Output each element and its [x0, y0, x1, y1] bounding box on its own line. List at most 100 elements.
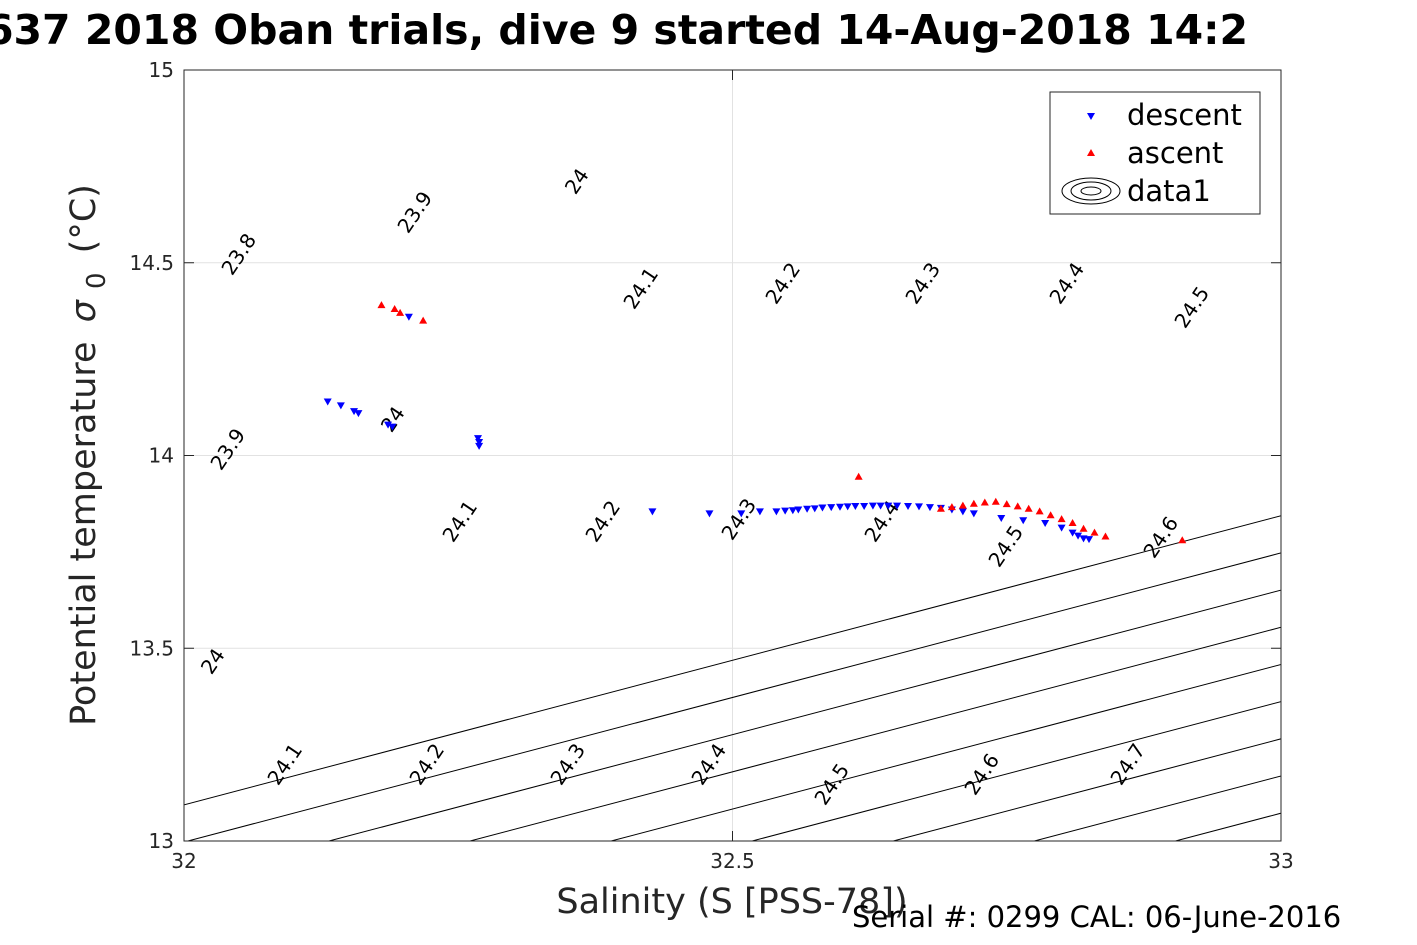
- ascent-point: [936, 504, 945, 512]
- ascent-point: [396, 308, 405, 316]
- density-contour-line: [469, 626, 1281, 841]
- descent-point: [827, 504, 836, 512]
- ascent-point: [1046, 511, 1055, 519]
- legend-box: [1049, 91, 1261, 215]
- descent-point: [648, 508, 657, 516]
- descent-point: [958, 508, 967, 516]
- descent-point: [810, 505, 819, 513]
- x-axis-ticks: 32 32.5 33: [171, 70, 1294, 873]
- descent-point: [1041, 519, 1050, 527]
- descent-point: [388, 423, 397, 431]
- descent-point: [1068, 529, 1077, 537]
- descent-point: [323, 398, 332, 406]
- ascent-point: [1002, 500, 1011, 508]
- descent-point: [354, 410, 363, 418]
- descent-point: [737, 510, 746, 518]
- descent-point: [475, 442, 484, 450]
- ascent-point: [980, 498, 989, 506]
- x-tick-label: 32: [171, 849, 196, 873]
- descent-point: [705, 510, 714, 518]
- descent-point: [884, 502, 893, 510]
- ascent-point: [1024, 504, 1033, 512]
- ascent-point: [377, 301, 386, 309]
- ascent-point: [969, 499, 978, 507]
- y-tick-label: 13.5: [129, 636, 174, 660]
- descent-point: [914, 503, 923, 511]
- ascent-point: [854, 472, 863, 480]
- descent-point: [384, 421, 393, 429]
- x-tick-label: 33: [1268, 849, 1293, 873]
- descent-point: [876, 502, 885, 510]
- y-tick-label: 14: [149, 444, 174, 468]
- descent-point: [1074, 532, 1083, 540]
- descent-point: [997, 514, 1006, 522]
- y-tick-label: 14.5: [129, 251, 174, 275]
- descent-point: [1079, 535, 1088, 543]
- y-axis-label-unit: (°C): [64, 184, 104, 253]
- ascent-point: [1101, 532, 1110, 540]
- serial-calibration-footer: Serial #: 0299 CAL: 06-June-2016: [852, 900, 1342, 934]
- ascent-point: [1057, 515, 1066, 523]
- descent-point: [868, 502, 877, 510]
- descent-point: [843, 503, 852, 511]
- ascent-point: [958, 501, 967, 509]
- ascent-point: [1178, 536, 1187, 544]
- descent-point: [803, 505, 812, 513]
- chart-title: 637 2018 Oban trials, dive 9 started 14-…: [0, 6, 1249, 54]
- density-contour-line: [184, 515, 1281, 806]
- x-axis-label: Salinity (S [PSS-78]): [556, 882, 907, 922]
- ascent-point: [1013, 502, 1022, 510]
- descent-point: [860, 503, 869, 511]
- descent-series: [323, 313, 1094, 544]
- ascent-point: [947, 503, 956, 511]
- ascent-point: [1035, 507, 1044, 515]
- descent-point: [772, 508, 781, 516]
- descent-point: [475, 439, 484, 447]
- ascent-point: [390, 305, 399, 313]
- descent-point: [1085, 536, 1094, 544]
- legend-contour-marker: [1061, 177, 1121, 205]
- descent-point: [836, 503, 845, 511]
- y-tick-label: 13: [149, 829, 174, 853]
- density-contours: [184, 70, 1417, 841]
- legend-descent-marker: [1087, 113, 1095, 120]
- x-tick-label: 32.5: [710, 849, 755, 873]
- descent-point: [904, 503, 913, 511]
- legend-descent-label: descent: [1127, 98, 1242, 132]
- density-contour-line: [752, 701, 1281, 841]
- legend-ascent-label: ascent: [1127, 136, 1223, 170]
- ascent-point: [1079, 524, 1088, 532]
- descent-point: [893, 502, 902, 510]
- legend: descent ascent data1: [1049, 91, 1261, 215]
- descent-point: [404, 313, 413, 321]
- descent-point: [818, 504, 827, 512]
- y-axis-label: Potential temperature σ 0 (°C): [64, 184, 114, 726]
- descent-point: [1057, 524, 1066, 532]
- ascent-series: [377, 301, 1187, 544]
- descent-point: [336, 402, 345, 410]
- descent-point: [794, 506, 803, 514]
- y-axis-label-subscript: 0: [82, 272, 112, 289]
- descent-point: [755, 508, 764, 516]
- density-contour-line: [187, 552, 1281, 841]
- descent-point: [788, 507, 797, 515]
- descent-point: [473, 435, 482, 443]
- descent-point: [350, 408, 359, 416]
- descent-point: [781, 507, 790, 515]
- descent-point: [969, 510, 978, 518]
- y-axis-ticks: 13 13.5 14 14.5 15: [129, 58, 1281, 853]
- density-contour-line: [611, 663, 1281, 841]
- ascent-point: [419, 316, 428, 324]
- grid: [184, 70, 1281, 841]
- legend-contour-label: data1: [1127, 174, 1211, 208]
- y-axis-label-text: Potential temperature: [64, 341, 104, 725]
- legend-ascent-marker: [1087, 149, 1095, 156]
- ascent-point: [1090, 528, 1099, 536]
- density-contour-line: [328, 589, 1281, 841]
- density-contour-line: [1317, 70, 1417, 841]
- ascent-point: [991, 497, 1000, 505]
- svg-text:Potential temperature σ: Potential temperature σ 0 (°C): [64, 184, 114, 726]
- y-axis-label-symbol: σ: [64, 298, 104, 322]
- ascent-point: [1068, 518, 1077, 526]
